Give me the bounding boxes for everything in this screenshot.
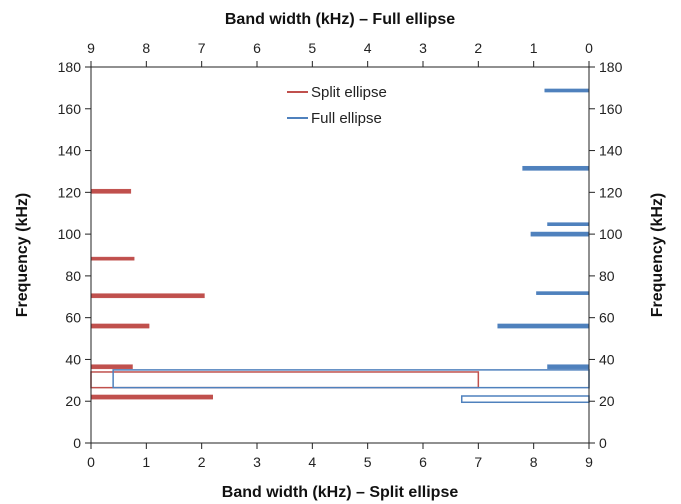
plot-frame: [90, 66, 590, 444]
y-left-tick-label-6: 120: [58, 184, 82, 200]
y-left-tick-label-3: 60: [65, 310, 81, 326]
y-left-tick-label-9: 180: [58, 59, 82, 75]
series-split-ellipse: [90, 188, 480, 400]
bar-bottom-6: [90, 188, 132, 194]
bar-bottom-3: [90, 323, 150, 329]
x-bottom-tick-label-1: 1: [142, 454, 150, 470]
bar-bottom-5: [90, 256, 135, 261]
bar-top-7: [522, 165, 590, 171]
x-top-tick-label-2: 7: [198, 40, 206, 56]
bars-layer: [90, 88, 590, 404]
x-top-tick-label-5: 4: [364, 40, 372, 56]
y-right-tick-label-3: 60: [599, 310, 615, 326]
y-right-tick-label-4: 80: [599, 268, 615, 284]
x-bottom-axis-title: Band width (kHz) – Split ellipse: [222, 484, 459, 501]
x-bottom-tick-label-4: 4: [308, 454, 316, 470]
x-top-tick-label-8: 1: [530, 40, 538, 56]
y-right-tick-label-6: 120: [599, 184, 623, 200]
y-right-tick-label-9: 180: [599, 59, 623, 75]
x-bottom-tick-label-3: 3: [253, 454, 261, 470]
x-bottom-tick-label-2: 2: [198, 454, 206, 470]
x-bottom-tick-label-6: 6: [419, 454, 427, 470]
bar-top-2: [547, 364, 590, 370]
bar-bottom-2: [90, 364, 133, 370]
y-right-tick-label-0: 0: [599, 435, 607, 451]
y-left-tick-label-4: 80: [65, 268, 81, 284]
bar-top-4: [536, 291, 590, 295]
y-left-tick-label-8: 160: [58, 101, 82, 117]
bar-bottom-4: [90, 293, 205, 299]
x-bottom-tick-label-8: 8: [530, 454, 538, 470]
x-bottom-tick-label-0: 0: [87, 454, 95, 470]
x-top-tick-label-0: 9: [87, 40, 95, 56]
bar-top-6: [547, 222, 590, 227]
y-right-axis-title: Frequency (kHz): [649, 193, 666, 317]
x-bottom-tick-label-5: 5: [364, 454, 372, 470]
x-top-tick-label-1: 8: [142, 40, 150, 56]
y-left-tick-label-1: 20: [65, 393, 81, 409]
x-bottom-tick-label-9: 9: [585, 454, 593, 470]
y-right-tick-label-2: 40: [599, 351, 615, 367]
x-top-tick-label-7: 2: [474, 40, 482, 56]
x-top-tick-label-6: 3: [419, 40, 427, 56]
x-bottom-tick-label-7: 7: [474, 454, 482, 470]
x-top-axis-title: Band width (kHz) – Full ellipse: [225, 11, 455, 28]
bar-top-8: [544, 88, 590, 93]
x-top-tick-label-9: 0: [585, 40, 593, 56]
x-top-tick-label-4: 5: [308, 40, 316, 56]
bar-bottom-0: [90, 394, 213, 400]
bar-top-5: [530, 231, 590, 237]
legend-label-0: Split ellipse: [311, 84, 387, 101]
y-left-tick-label-7: 140: [58, 143, 82, 159]
legend-label-1: Full ellipse: [311, 110, 382, 127]
y-right-tick-label-1: 20: [599, 393, 615, 409]
series-full-ellipse: [112, 88, 590, 404]
bar-top-3: [497, 323, 590, 329]
y-right-tick-label-7: 140: [599, 143, 623, 159]
bar-bottom-1: [90, 371, 480, 389]
y-right-tick-label-8: 160: [599, 101, 623, 117]
y-left-axis-title: Frequency (kHz): [14, 193, 31, 317]
y-right-tick-label-5: 100: [599, 226, 623, 242]
y-left-tick-label-2: 40: [65, 351, 81, 367]
y-left-tick-label-5: 100: [58, 226, 82, 242]
y-left-tick-label-0: 0: [73, 435, 81, 451]
legend: Split ellipse Full ellipse: [287, 84, 387, 127]
bar-top-0: [460, 395, 590, 404]
x-top-tick-label-3: 6: [253, 40, 261, 56]
